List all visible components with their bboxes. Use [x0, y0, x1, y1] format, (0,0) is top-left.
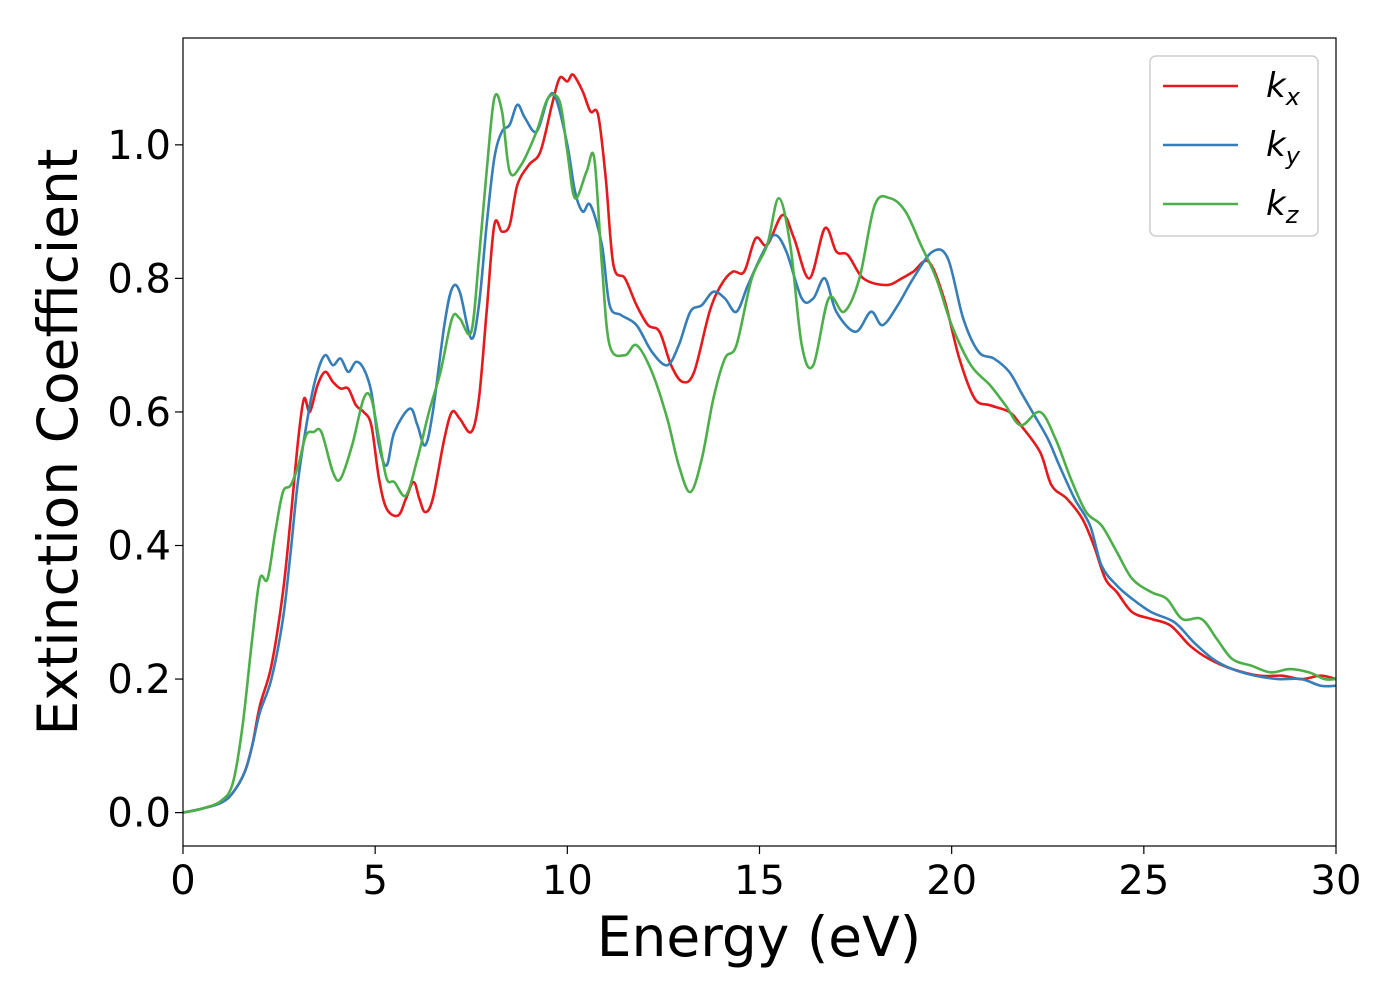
x-tick-label: 10 — [542, 858, 593, 904]
y-tick-label: 0.8 — [107, 256, 171, 302]
y-axis-title: Extinction Coefficient — [26, 149, 90, 736]
y-tick-label: 0.0 — [107, 791, 171, 837]
x-tick-label: 25 — [1118, 858, 1169, 904]
y-tick-label: 0.2 — [107, 657, 171, 703]
y-tick-label: 0.4 — [107, 524, 171, 570]
series-line-kz — [183, 92, 1336, 814]
legend-label-kx: kx — [1266, 66, 1301, 111]
x-tick-label: 15 — [734, 858, 785, 904]
y-axis: 0.0 0.2 0.4 0.6 0.8 1.0 — [107, 123, 183, 837]
series-line-kx — [183, 73, 1336, 814]
y-tick-label: 0.6 — [107, 390, 171, 436]
x-tick-label: 20 — [926, 858, 977, 904]
x-tick-label: 30 — [1311, 858, 1362, 904]
x-axis: 0 5 10 15 20 25 30 — [170, 846, 1361, 904]
x-tick-label: 0 — [170, 858, 195, 904]
legend-label-kz: kz — [1266, 184, 1300, 229]
series-line-ky — [183, 91, 1336, 814]
legend: kx ky kz — [1149, 55, 1319, 237]
y-tick-label: 1.0 — [107, 123, 171, 169]
x-axis-title: Energy (eV) — [597, 905, 921, 969]
legend-label-ky: ky — [1266, 125, 1301, 170]
series-lines — [183, 73, 1336, 814]
x-tick-label: 5 — [362, 858, 387, 904]
